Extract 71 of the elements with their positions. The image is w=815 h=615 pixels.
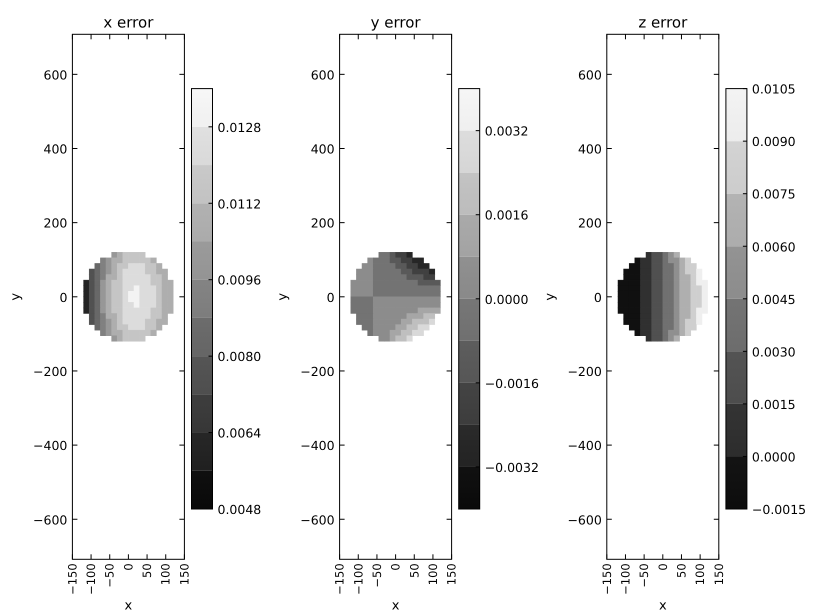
- color-bar-label: −0.0015: [752, 502, 806, 516]
- y-axis-title: y: [276, 292, 291, 301]
- color-bar-label: 0.0060: [752, 238, 796, 254]
- color-bar-label: 0.0096: [218, 272, 262, 288]
- color-bar-label: 0.0080: [218, 348, 262, 364]
- color-bar-label: 0.0000: [484, 291, 528, 306]
- x-tick-label: −50: [637, 563, 652, 588]
- x-tick-label: 0: [656, 563, 670, 571]
- color-bar-label: 0.0075: [752, 186, 796, 202]
- x-tick-label: −100: [84, 563, 98, 595]
- color-bar-label: 0.0032: [484, 123, 528, 138]
- x-tick-label: 0: [388, 563, 403, 571]
- x-tick-label: −100: [351, 563, 366, 595]
- x-axis-title: x: [392, 598, 400, 614]
- color-bar-label: 0.0105: [752, 81, 796, 96]
- x-tick-label: 50: [674, 563, 688, 578]
- y-tick-label: 0: [326, 289, 335, 304]
- y-tick-label: −400: [33, 438, 68, 453]
- x-tick-label: 150: [444, 563, 459, 586]
- y-tick-label: 400: [578, 140, 602, 156]
- x-tick-label: −150: [600, 563, 614, 595]
- y-tick-label: −200: [300, 363, 335, 378]
- color-bar-label: −0.0032: [484, 459, 539, 474]
- y-tick-label: 200: [310, 215, 335, 230]
- y-tick-label: 600: [578, 66, 602, 82]
- y-tick-label: 0: [59, 289, 68, 304]
- chart-title: z error: [638, 13, 688, 32]
- y-tick-label: 600: [310, 66, 335, 82]
- x-tick-label: −150: [332, 563, 347, 595]
- y-tick-label: 0: [594, 289, 602, 304]
- x-tick-label: 100: [693, 563, 708, 586]
- color-bar-label: 0.0090: [752, 134, 796, 149]
- chart-title: y error: [370, 13, 422, 32]
- y-tick-label: 400: [310, 140, 335, 156]
- x-tick-label: 150: [177, 563, 192, 586]
- color-bar-label: −0.0016: [484, 375, 539, 390]
- y-tick-label: −200: [33, 363, 68, 378]
- x-tick-label: −150: [65, 563, 80, 595]
- x-tick-label: 50: [140, 563, 154, 578]
- x-tick-label: 100: [158, 563, 173, 586]
- x-tick-label: −50: [370, 563, 384, 588]
- color-bar-label: 0.0030: [752, 344, 796, 359]
- y-tick-label: 400: [44, 140, 68, 156]
- y-tick-label: −600: [567, 512, 602, 527]
- x-tick-label: 150: [712, 563, 726, 586]
- y-tick-label: −400: [300, 438, 335, 453]
- y-tick-label: −200: [567, 363, 602, 378]
- y-tick-label: −400: [567, 438, 602, 453]
- color-bar-label: 0.0015: [752, 396, 796, 412]
- y-tick-label: 200: [44, 215, 68, 230]
- x-axis-title: x: [124, 598, 133, 614]
- x-tick-label: 0: [121, 563, 136, 571]
- y-axis-title: y: [8, 292, 24, 301]
- y-tick-label: 200: [578, 215, 602, 230]
- color-bar-label: 0.0128: [218, 119, 262, 134]
- y-tick-label: −600: [300, 512, 335, 527]
- x-tick-label: 50: [407, 563, 422, 578]
- x-tick-label: −50: [102, 563, 117, 588]
- chart-title: x error: [103, 13, 154, 32]
- color-bar-label: 0.0000: [752, 448, 796, 464]
- color-bar-label: 0.0016: [484, 207, 528, 222]
- x-tick-label: 100: [426, 563, 440, 586]
- x-tick-label: −100: [618, 563, 632, 595]
- color-bar-label: 0.0045: [752, 291, 796, 306]
- y-tick-label: 600: [44, 66, 68, 82]
- y-tick-label: −600: [33, 512, 68, 527]
- color-bar-label: 0.0048: [218, 502, 262, 516]
- y-axis-title: y: [542, 292, 558, 301]
- color-bar-label: 0.0064: [218, 425, 262, 440]
- x-axis-title: x: [658, 598, 667, 614]
- color-bar-label: 0.0112: [218, 196, 262, 211]
